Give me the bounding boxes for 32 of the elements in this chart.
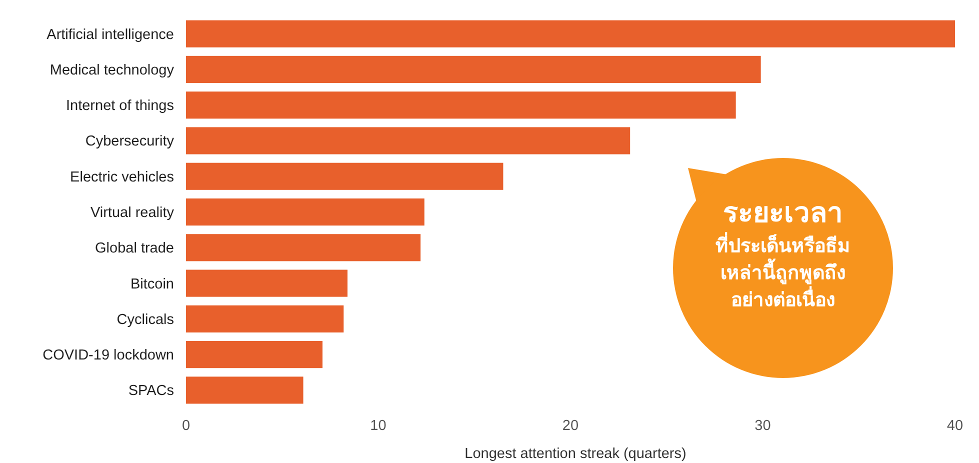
- y-tick-label: Bitcoin: [130, 276, 174, 292]
- x-tick-label: 40: [946, 418, 964, 434]
- y-tick-label: COVID-19 lockdown: [42, 348, 174, 364]
- y-tick-label: Cybersecurity: [85, 134, 175, 150]
- bar: [186, 234, 421, 262]
- x-tick-label: 30: [754, 418, 771, 434]
- y-tick-label: Medical technology: [50, 62, 175, 78]
- y-tick-label: Global trade: [95, 240, 174, 257]
- y-tick-label: Electric vehicles: [70, 169, 174, 186]
- x-tick-label: 20: [562, 418, 579, 434]
- bar: [186, 20, 955, 48]
- annotation: ที่ประเด็นหรือธีม: [716, 232, 850, 257]
- x-tick-label: 0: [182, 418, 190, 434]
- bar: [186, 198, 424, 226]
- bar: [186, 341, 322, 368]
- y-tick-label: Artificial intelligence: [46, 26, 174, 43]
- y-tick-label: Cyclicals: [116, 312, 174, 328]
- y-tick-label: Virtual reality: [90, 205, 175, 221]
- x-tick-label: 10: [370, 418, 386, 434]
- annotation: ระยะเวลา: [723, 197, 843, 228]
- bar: [186, 56, 761, 83]
- annotation: อย่างต่อเนื่อง: [731, 286, 835, 311]
- y-tick-label: Internet of things: [66, 98, 174, 114]
- bar: [186, 270, 348, 297]
- bar: [186, 127, 630, 154]
- bar: [186, 162, 504, 190]
- bar: [186, 92, 736, 119]
- bar: [186, 376, 304, 404]
- bar: [186, 305, 344, 332]
- annotation: เหล่านี้ถูกพูดถึง: [720, 258, 846, 285]
- y-tick-label: SPACs: [128, 383, 174, 400]
- x-axis-title: Longest attention streak (quarters): [464, 446, 686, 462]
